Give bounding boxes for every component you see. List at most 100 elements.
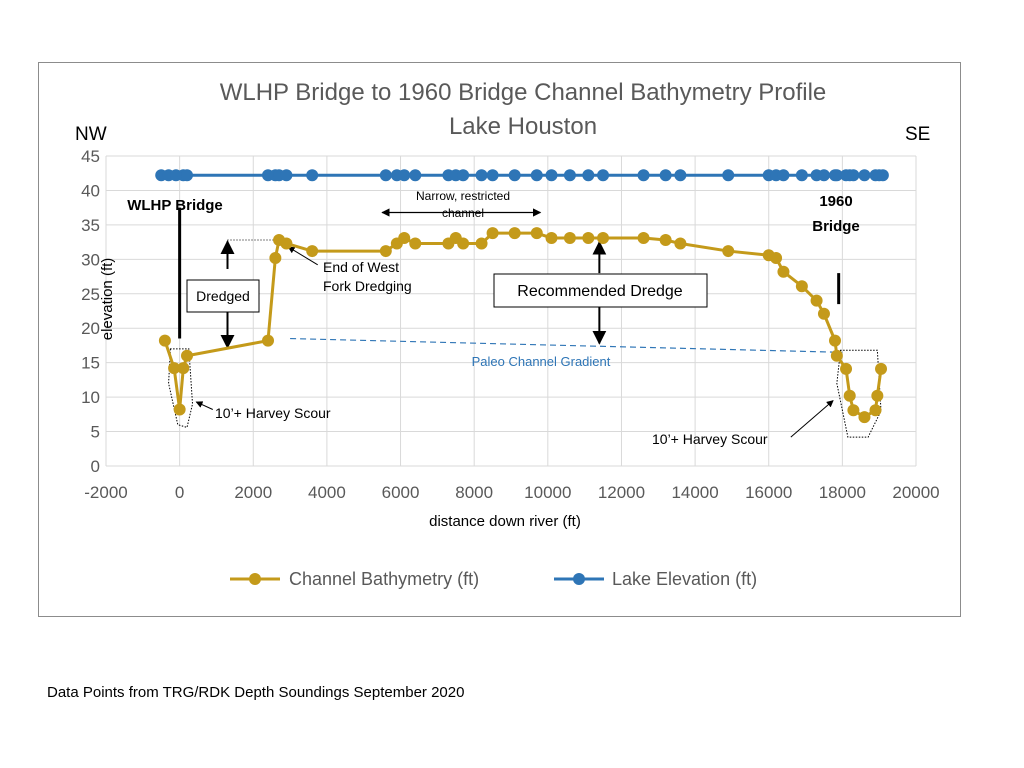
y-tick-label: 0 <box>91 457 100 476</box>
bathymetry-data-point <box>409 237 422 250</box>
lake-data-point <box>830 169 843 182</box>
lake-data-point <box>475 169 488 182</box>
lake-data-point <box>306 169 319 182</box>
bathymetry-data-point <box>168 362 181 375</box>
bathymetry-data-point <box>177 362 190 375</box>
y-axis-label: elevation (ft) <box>99 258 116 341</box>
bathymetry-data-point <box>858 411 871 424</box>
bathymetry-data-point <box>398 231 411 244</box>
direction-nw: NW <box>75 124 107 145</box>
legend-bathymetry-marker <box>249 573 261 585</box>
lake-data-point <box>674 169 687 182</box>
legend-bathymetry-label: Channel Bathymetry (ft) <box>289 569 479 589</box>
chart-title: WLHP Bridge to 1960 Bridge Channel Bathy… <box>220 79 827 106</box>
y-tick-label: 45 <box>81 147 100 166</box>
bathymetry-data-point <box>829 334 841 347</box>
x-tick-label: 10000 <box>524 483 571 502</box>
bathymetry-data-point <box>795 280 808 293</box>
recommended-dredge-label: Recommended Dredge <box>517 283 683 300</box>
x-tick-label: 14000 <box>671 483 718 502</box>
bathymetry-data-point <box>173 403 186 416</box>
bathymetry-data-point <box>269 251 282 264</box>
lake-data-point <box>457 169 470 182</box>
bathymetry-data-point <box>817 307 830 320</box>
chart-svg: WLHP Bridge to 1960 Bridge Channel Bathy… <box>75 79 940 589</box>
bathymetry-data-point <box>843 389 856 402</box>
lake-data-point <box>659 169 672 182</box>
direction-se: SE <box>905 124 930 145</box>
lake-data-point <box>379 169 392 182</box>
lake-data-point <box>795 169 808 182</box>
bathymetry-data-point <box>659 234 672 247</box>
lake-data-point <box>409 169 422 182</box>
y-tick-label: 5 <box>91 423 100 442</box>
bridge-1960-label-line2: Bridge <box>812 218 860 235</box>
scour-left-pointer <box>195 401 213 410</box>
x-tick-label: 6000 <box>382 483 420 502</box>
bathymetry-data-point <box>530 227 543 240</box>
lake-data-point <box>876 169 889 182</box>
x-tick-label: 16000 <box>745 483 792 502</box>
y-tick-label: 25 <box>81 285 100 304</box>
y-tick-label: 20 <box>81 319 100 338</box>
lake-data-point <box>545 169 558 182</box>
bridge-1960-label-line1: 1960 <box>819 193 852 210</box>
scour-right-outline <box>836 349 882 438</box>
scour-left-outline <box>168 348 194 429</box>
annotation-overlays <box>168 207 882 438</box>
bathymetry-data-point <box>563 231 576 244</box>
bathymetry-data-point <box>545 231 558 244</box>
x-tick-label: 18000 <box>819 483 866 502</box>
recommended-dredge-box <box>493 273 708 308</box>
lake-data-point <box>597 169 610 182</box>
bathymetry-data-point <box>582 231 595 244</box>
footnote: Data Points from TRG/RDK Depth Soundings… <box>47 684 465 701</box>
x-tick-label: 2000 <box>234 483 272 502</box>
bathymetry-data-point <box>457 237 470 250</box>
bathymetry-data-point <box>722 245 735 258</box>
bathymetry-data-point <box>847 404 860 417</box>
chart-frame: WLHP Bridge to 1960 Bridge Channel Bathy… <box>38 62 961 617</box>
chart-subtitle: Lake Houston <box>449 113 597 140</box>
scour-left-label: 10’+ Harvey Scour <box>215 405 331 421</box>
lake-data-point <box>508 169 521 182</box>
bathymetry-data-point <box>875 362 888 375</box>
bathymetry-data-point <box>637 231 650 244</box>
dredged-box <box>186 279 260 313</box>
bathymetry-data-point <box>871 389 884 402</box>
y-tick-label: 40 <box>81 181 100 200</box>
legend-lake-label: Lake Elevation (ft) <box>612 569 757 589</box>
x-tick-label: -2000 <box>84 483 127 502</box>
lake-data-point <box>563 169 576 182</box>
bathymetry-data-point <box>869 404 882 417</box>
bathymetry-data-point <box>674 237 687 250</box>
bathymetry-data-point <box>475 237 488 250</box>
narrow-channel-label-line2: channel <box>442 206 484 220</box>
x-tick-label: 8000 <box>455 483 493 502</box>
y-tick-label: 10 <box>81 388 100 407</box>
lake-data-point <box>582 169 595 182</box>
end-west-fork-label-line1: End of West <box>323 259 399 275</box>
end-west-fork-pointer <box>287 246 318 266</box>
lake-data-point <box>280 169 293 182</box>
lake-data-point <box>777 169 790 182</box>
bathymetry-data-point <box>306 245 319 258</box>
dredged-label: Dredged <box>196 288 250 304</box>
bathymetry-data-point <box>770 251 783 264</box>
bathymetry-data-point <box>508 227 521 240</box>
bathymetry-data-point <box>840 362 853 375</box>
bathymetry-data-point <box>280 237 293 250</box>
bathymetry-data-point <box>158 334 171 347</box>
bathymetry-data-point <box>830 349 843 362</box>
x-tick-label: 20000 <box>892 483 939 502</box>
bathymetry-data-point <box>597 231 610 244</box>
legend-lake-marker <box>573 573 585 585</box>
end-west-fork-label-line2: Fork Dredging <box>323 278 412 294</box>
lake-data-point <box>486 169 499 182</box>
tick-labels: 0 5 10 15 20 25 30 35 40 45 -2000 0 2000 4000 6000 8000… <box>81 147 940 502</box>
bathymetry-data-point <box>810 294 823 307</box>
x-tick-label: 4000 <box>308 483 346 502</box>
paleo-gradient-label: Paleo Channel Gradient <box>472 354 611 369</box>
lake-data-point <box>398 169 411 182</box>
narrow-channel-label-line1: Narrow, restricted <box>416 189 510 203</box>
